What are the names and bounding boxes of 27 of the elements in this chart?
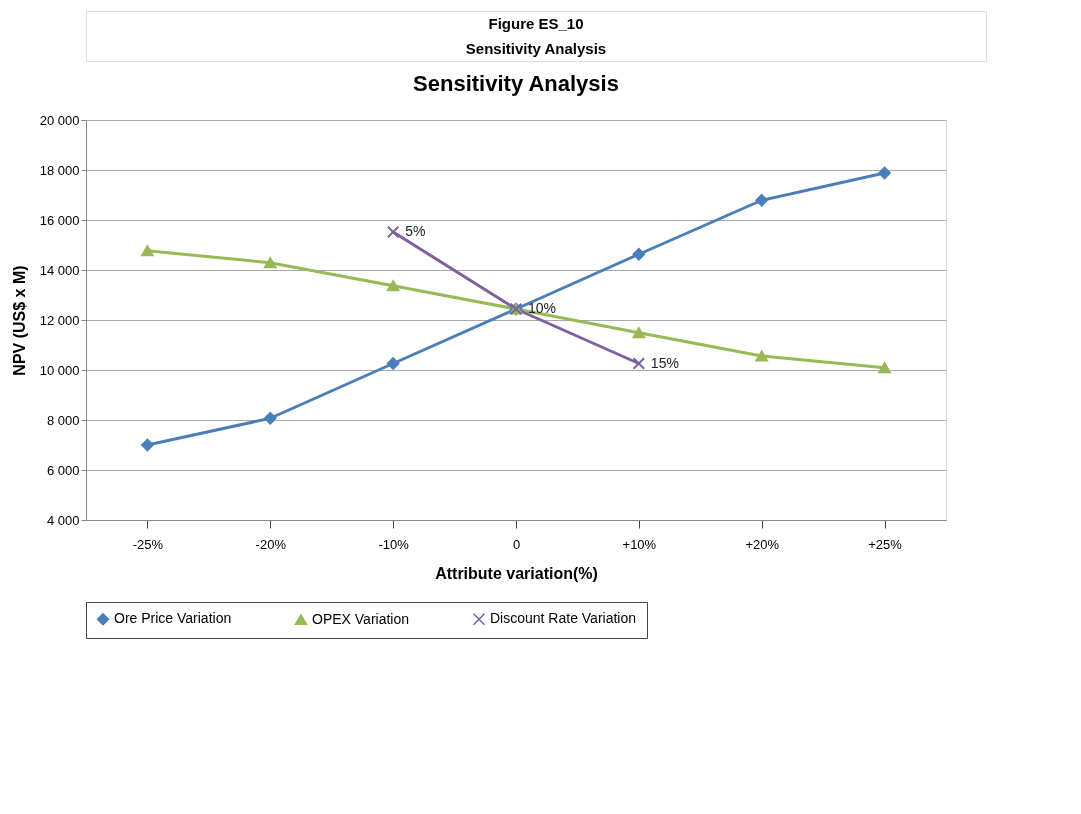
legend-label: OPEX Variation bbox=[312, 610, 410, 627]
y-tick-label: 6 000 bbox=[46, 462, 80, 478]
legend-label: Discount Rate Variation bbox=[490, 610, 637, 627]
y-tick-label: 4 000 bbox=[46, 512, 80, 528]
y-tick-label: 14 000 bbox=[39, 262, 80, 278]
x-tick-label: +20% bbox=[745, 536, 780, 552]
x-tick-label: -10% bbox=[378, 536, 410, 552]
y-tick-label: 12 000 bbox=[39, 312, 80, 328]
text: Figure ES_10 bbox=[488, 14, 584, 32]
x-tick-label: 0 bbox=[512, 536, 521, 552]
annotation: 5% bbox=[405, 223, 426, 239]
y-tick-label: 16 000 bbox=[39, 212, 80, 228]
y-axis-title: NPV (US$ x M) bbox=[10, 265, 28, 376]
y-tick-label: 18 000 bbox=[39, 162, 80, 178]
y-tick-label: 10 000 bbox=[39, 362, 80, 378]
legend-label: Ore Price Variation bbox=[114, 610, 232, 627]
y-tick-label: 8 000 bbox=[46, 412, 80, 428]
x-tick-label: +25% bbox=[868, 536, 903, 552]
text: Sensitivity Analysis bbox=[465, 39, 607, 57]
annotation: 15% bbox=[650, 354, 679, 371]
annotation: 10% bbox=[528, 300, 557, 316]
x-axis-title: Attribute variation(%) bbox=[435, 564, 598, 582]
chart-title: Sensitivity Analysis bbox=[413, 71, 619, 96]
x-tick-label: -25% bbox=[132, 536, 164, 552]
y-tick-label: 20 000 bbox=[39, 112, 80, 128]
x-tick-label: +10% bbox=[622, 536, 657, 552]
x-tick-label: -20% bbox=[255, 536, 287, 552]
